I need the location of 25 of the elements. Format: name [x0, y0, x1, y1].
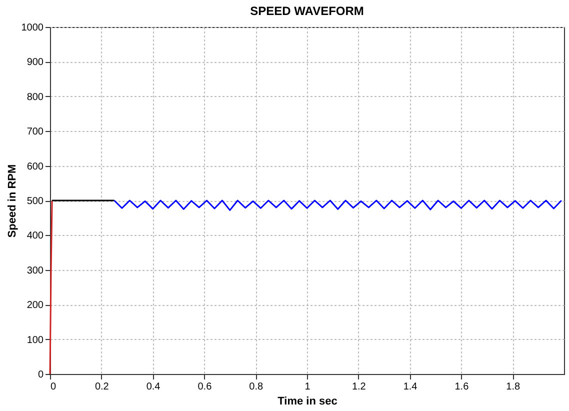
chart-title: SPEED WAVEFORM [250, 4, 364, 18]
x-tick-label: 0 [50, 382, 56, 392]
x-tick-label: 1.6 [454, 382, 470, 392]
y-tick-label: 200 [26, 300, 44, 312]
line-series [114, 200, 562, 211]
y-tick-label: 300 [26, 265, 44, 276]
x-tick-label: 1.8 [506, 382, 520, 392]
y-tick-label: 700 [26, 126, 44, 138]
x-tick-label: 0.8 [249, 382, 264, 392]
x-tick-label: 0.6 [198, 382, 212, 392]
x-axis-title: Time in sec [278, 396, 338, 408]
y-tick-label: 500 [26, 196, 44, 207]
y-axis-title: Speed in RPM [6, 164, 18, 238]
y-tick-label: 900 [26, 57, 44, 68]
x-tick-label: 1 [304, 382, 311, 392]
x-tick-label: 1.4 [403, 382, 418, 392]
x-tick-label: 0.2 [94, 382, 110, 392]
y-tick-label: 800 [26, 92, 44, 103]
y-tick-label: 0 [38, 370, 44, 380]
x-tick-label: 1.2 [352, 382, 366, 392]
y-tick-label: 400 [26, 230, 44, 242]
y-tick-label: 1000 [21, 22, 44, 34]
x-tick-label: 0.4 [146, 382, 161, 392]
y-tick-label: 600 [26, 161, 44, 172]
y-tick-label: 100 [26, 334, 44, 346]
